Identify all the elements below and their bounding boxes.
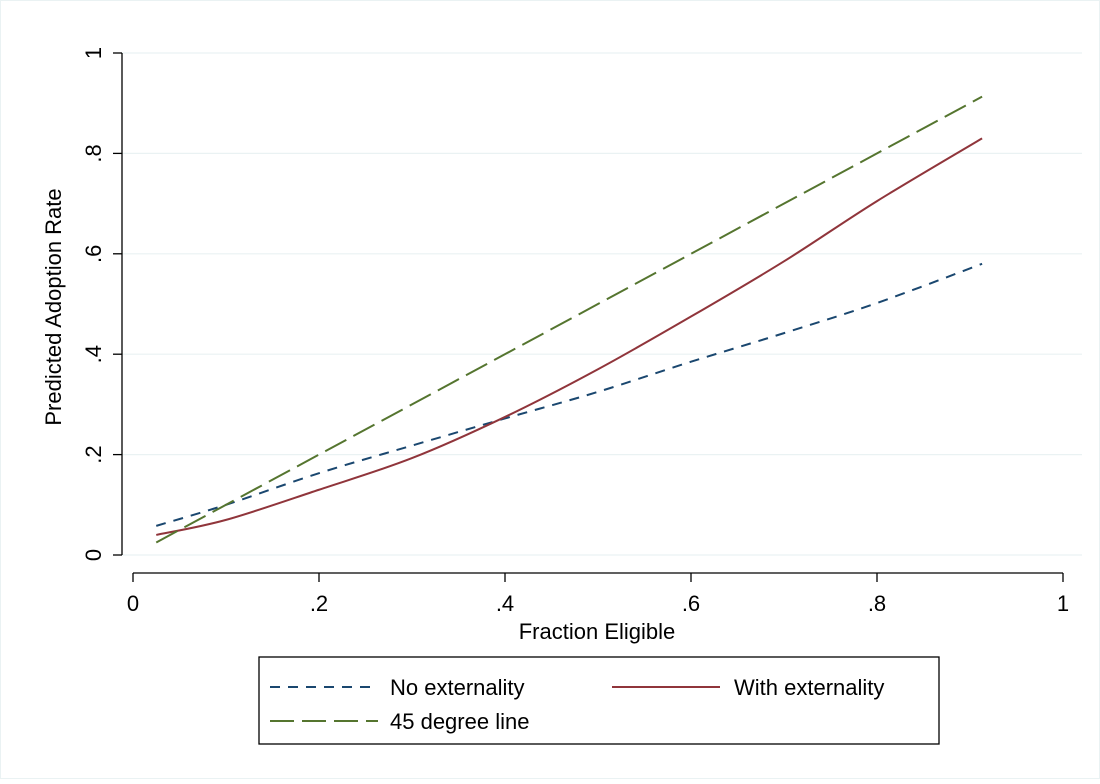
x-tick-label-3: .6 — [682, 591, 700, 616]
x-tick-label-2: .4 — [496, 591, 514, 616]
series-layer — [155, 95, 983, 544]
y-tick-label-3: .6 — [81, 245, 106, 263]
y-tick-label-0: 0 — [81, 549, 106, 561]
legend: No externality With externality 45 degre… — [258, 656, 940, 745]
y-tick-label-4: .8 — [81, 144, 106, 162]
series-line-no-externality — [155, 262, 983, 527]
series-line-with-externality — [156, 137, 983, 536]
y-tick-label-5: 1 — [81, 47, 106, 59]
x-axis-label: Fraction Eligible — [519, 619, 676, 644]
legend-label-no-externality: No externality — [390, 675, 525, 700]
x-tick-label-4: .8 — [868, 591, 886, 616]
x-tick-label-1: .2 — [310, 591, 328, 616]
series-line-45-degree-line — [155, 95, 983, 544]
axis-layer: 0 .2 .4 .6 .8 1 0 .2 .4 .6 .8 1 — [81, 47, 1069, 616]
legend-label-45-degree: 45 degree line — [390, 709, 529, 734]
y-axis-label: Predicted Adoption Rate — [41, 188, 66, 425]
y-tick-label-1: .2 — [81, 445, 106, 463]
legend-label-with-externality: With externality — [734, 675, 884, 700]
y-tick-label-2: .4 — [81, 345, 106, 363]
x-tick-label-0: 0 — [127, 591, 139, 616]
grid-layer — [122, 52, 1082, 556]
label-layer: Fraction Eligible Predicted Adoption Rat… — [41, 188, 675, 644]
legend-box — [258, 656, 940, 745]
x-tick-label-5: 1 — [1057, 591, 1069, 616]
